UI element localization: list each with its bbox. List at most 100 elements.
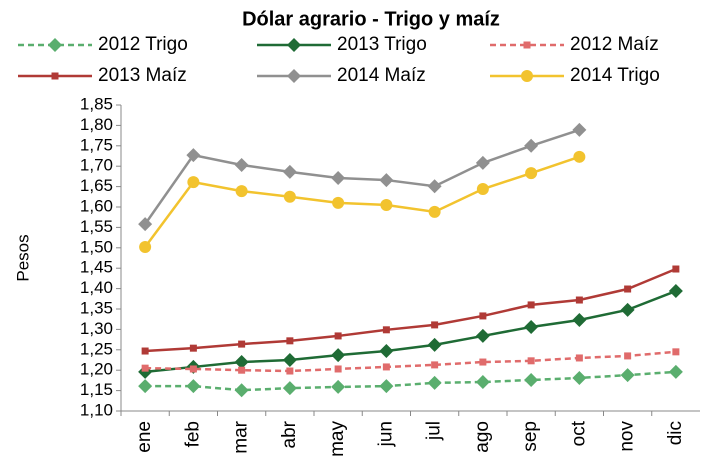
point xyxy=(572,370,587,385)
legend-marker xyxy=(287,38,301,52)
point xyxy=(672,265,680,273)
legend-label: 2013 Trigo xyxy=(337,34,427,55)
point xyxy=(139,240,152,253)
y-tick-label: 1,25 xyxy=(80,339,113,358)
point xyxy=(379,379,394,394)
x-tick-label: sep xyxy=(520,421,541,452)
point xyxy=(138,217,153,232)
y-tick-label: 1,15 xyxy=(80,380,113,399)
series-line xyxy=(144,128,580,225)
point xyxy=(479,312,487,320)
x-tick-label: ene xyxy=(134,421,155,453)
point xyxy=(283,190,296,203)
point xyxy=(524,138,539,153)
point xyxy=(624,352,632,360)
x-tick-label: mar xyxy=(231,420,252,453)
series-line xyxy=(144,289,677,374)
point xyxy=(527,301,535,309)
legend-marker xyxy=(523,41,531,49)
point xyxy=(238,340,246,348)
point xyxy=(620,368,635,383)
point xyxy=(524,319,539,334)
point xyxy=(431,321,439,329)
legend-label: 2013 Maíz xyxy=(98,65,187,86)
x-tick-label: dic xyxy=(665,421,686,445)
y-tick-label: 1,35 xyxy=(80,298,113,317)
point xyxy=(331,348,346,363)
x-tick-label: ago xyxy=(472,421,493,453)
x-tick-label: jul xyxy=(424,421,445,441)
y-tick-label: 1,45 xyxy=(80,258,113,277)
x-tick-label: may xyxy=(327,421,348,457)
point xyxy=(668,364,683,379)
point xyxy=(479,358,487,366)
point xyxy=(234,383,249,398)
point xyxy=(428,205,441,218)
chart-title: Dólar agrario - Trigo y maíz xyxy=(242,8,500,30)
point xyxy=(382,326,390,334)
legend-label: 2012 Trigo xyxy=(98,34,188,55)
point xyxy=(475,375,490,390)
point xyxy=(475,328,490,343)
point xyxy=(187,176,200,189)
legend-marker xyxy=(51,72,59,80)
point xyxy=(575,296,583,304)
point xyxy=(334,332,342,340)
y-tick-label: 1,20 xyxy=(80,360,113,379)
x-tick-label: feb xyxy=(182,421,203,447)
y-tick-label: 1,75 xyxy=(80,135,113,154)
point xyxy=(189,365,197,373)
y-tick-label: 1,50 xyxy=(80,237,113,256)
legend-label: 2012 Maíz xyxy=(570,34,659,55)
point xyxy=(476,183,489,196)
point xyxy=(427,337,442,352)
point xyxy=(282,353,297,367)
series-line xyxy=(144,155,580,248)
y-tick-label: 1,10 xyxy=(80,400,113,419)
point xyxy=(475,155,490,170)
point xyxy=(379,344,394,359)
point xyxy=(186,379,201,394)
y-tick-label: 1,55 xyxy=(80,217,113,236)
point xyxy=(234,157,249,172)
point xyxy=(238,366,246,374)
point xyxy=(572,122,587,137)
point xyxy=(141,347,149,355)
series-line xyxy=(145,350,676,373)
y-tick-label: 1,65 xyxy=(80,176,113,195)
y-tick-label: 1,40 xyxy=(80,278,113,297)
point xyxy=(234,355,249,370)
point xyxy=(624,285,632,293)
series-line xyxy=(145,370,676,392)
series-line xyxy=(145,267,677,353)
x-tick-label: jun xyxy=(375,421,396,447)
point xyxy=(525,167,538,180)
point xyxy=(331,171,346,186)
y-tick-label: 1,70 xyxy=(80,156,113,175)
point xyxy=(573,150,586,163)
point xyxy=(282,164,297,179)
y-tick-label: 1,60 xyxy=(80,196,113,215)
point xyxy=(189,344,197,352)
y-axis-label: Pesos xyxy=(13,234,32,281)
point xyxy=(668,284,683,299)
point xyxy=(282,381,297,396)
point xyxy=(380,198,393,211)
legend-marker xyxy=(521,70,533,82)
point xyxy=(572,313,587,328)
point xyxy=(141,364,149,372)
point xyxy=(527,357,535,365)
point xyxy=(332,196,345,209)
legend-marker xyxy=(287,69,301,83)
point xyxy=(431,361,439,369)
point xyxy=(235,185,248,198)
x-tick-label: oct xyxy=(568,420,589,446)
point xyxy=(427,179,442,194)
legend-label: 2014 Trigo xyxy=(570,65,660,86)
y-tick-label: 1,30 xyxy=(80,319,113,338)
point xyxy=(382,363,390,371)
point xyxy=(672,348,680,356)
legend-label: 2014 Maíz xyxy=(337,65,426,86)
point xyxy=(620,302,635,317)
